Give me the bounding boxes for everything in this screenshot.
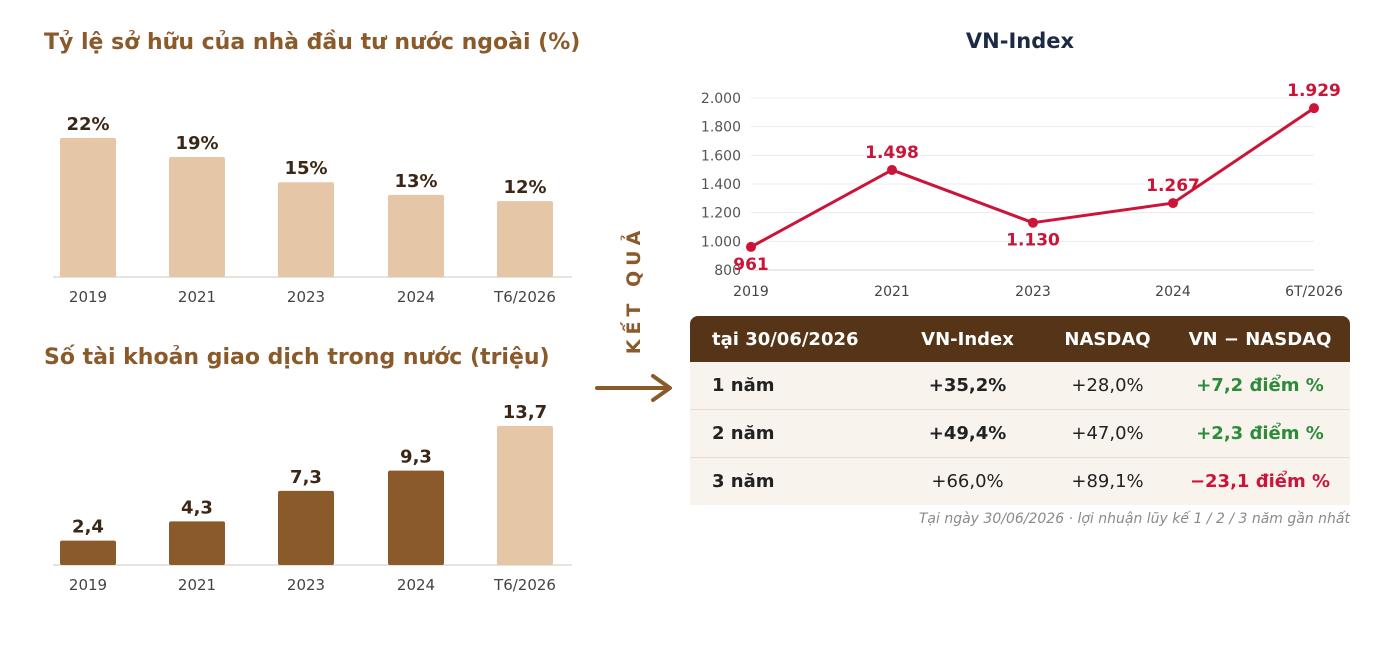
x-tick-label: 2024: [397, 288, 435, 306]
returns-comparison-table: tại 30/06/2026 VN-Index NASDAQ VN − NASD…: [690, 316, 1350, 505]
bar-value-label: 22%: [66, 114, 109, 135]
row-vn-return: +66,0%: [890, 457, 1045, 505]
y-tick-label: 1.000: [701, 234, 741, 250]
x-tick-label: 2023: [287, 576, 325, 594]
table-row: 1 năm +35,2% +28,0% +7,2 điểm %: [690, 362, 1350, 410]
domestic-accounts-chart: 2,4 2019 4,3 2021 7,3 2023 9,3 2024 13,7 T6/2026: [53, 402, 572, 594]
vn-index-line-chart: 800 1.000 1.200 1.400 1.600 1.800 2.000 2019 202…: [701, 81, 1343, 300]
y-tick-label: 1.800: [701, 120, 741, 136]
bar-2024: [388, 470, 444, 565]
x-tick-label: T6/2026: [493, 288, 556, 306]
vn-index-title: VN-Index: [965, 29, 1075, 53]
y-tick-label: 1.200: [701, 206, 741, 222]
header-vn-index: VN-Index: [890, 316, 1045, 362]
row-vn-return: +35,2%: [890, 362, 1045, 410]
table-footnote: Tại ngày 30/06/2026 · lợi nhuận lũy kế 1…: [918, 511, 1350, 527]
data-value-label: 1.498: [865, 143, 919, 163]
row-period: 1 năm: [690, 362, 890, 410]
row-difference: +7,2 điểm %: [1170, 362, 1350, 410]
data-value-label: 1.929: [1287, 81, 1341, 101]
result-side-label: KẾT QUẢ: [623, 225, 645, 355]
foreign-ownership-chart: 22% 2019 19% 2021 15% 2023 13% 2024 12% T6/2026: [53, 114, 572, 306]
x-tick-label: T6/2026: [493, 576, 556, 594]
row-period: 2 năm: [690, 409, 890, 458]
row-nasdaq-return: +47,0%: [1045, 409, 1170, 458]
header-nasdaq: NASDAQ: [1045, 316, 1170, 362]
bar-value-label: 13%: [394, 171, 437, 192]
x-tick-label: 2019: [69, 288, 107, 306]
bar-T6-2026: [497, 201, 553, 277]
data-point: [746, 241, 756, 252]
y-tick-label: 1.600: [701, 148, 741, 164]
bar-value-label: 9,3: [400, 447, 432, 468]
bar-value-label: 2,4: [72, 517, 104, 538]
bar-2023: [278, 182, 334, 277]
data-point: [1309, 103, 1319, 114]
x-tick-label: 2019: [733, 284, 769, 300]
data-value-label: 1.130: [1006, 231, 1060, 251]
data-point: [887, 164, 897, 175]
bar-value-label: 12%: [503, 177, 546, 198]
data-point: [1168, 198, 1178, 209]
foreign-ownership-title: Tỷ lệ sở hữu của nhà đầu tư nước ngoài (…: [44, 30, 581, 55]
bar-value-label: 13,7: [503, 402, 547, 423]
bar-value-label: 7,3: [290, 467, 322, 488]
x-tick-label: 2021: [874, 284, 910, 300]
y-tick-label: 800: [714, 263, 741, 279]
bar-value-label: 19%: [175, 133, 218, 154]
bar-value-label: 15%: [284, 158, 327, 179]
x-tick-label: 2021: [178, 576, 216, 594]
table-row: 2 năm +49,4% +47,0% +2,3 điểm %: [690, 409, 1350, 458]
bar-2024: [388, 194, 444, 277]
bar-2021: [169, 521, 225, 565]
y-tick-label: 1.400: [701, 177, 741, 193]
bar-2019: [60, 138, 116, 277]
row-period: 3 năm: [690, 457, 890, 505]
data-point: [1028, 217, 1038, 228]
row-vn-return: +49,4%: [890, 409, 1045, 458]
row-nasdaq-return: +28,0%: [1045, 362, 1170, 410]
header-period: tại 30/06/2026: [690, 316, 890, 362]
x-tick-label: 6T/2026: [1285, 284, 1343, 300]
data-value-label: 961: [733, 255, 769, 275]
table-header-row: tại 30/06/2026 VN-Index NASDAQ VN − NASD…: [690, 316, 1350, 362]
bar-T6-2026: [497, 426, 553, 565]
bar-2021: [169, 156, 225, 277]
row-difference: +2,3 điểm %: [1170, 409, 1350, 458]
x-tick-label: 2021: [178, 288, 216, 306]
x-tick-label: 2023: [287, 288, 325, 306]
x-tick-label: 2024: [397, 576, 435, 594]
bar-value-label: 4,3: [181, 497, 213, 518]
data-value-label: 1.267: [1146, 176, 1200, 196]
row-difference: −23,1 điểm %: [1170, 457, 1350, 505]
x-tick-label: 2019: [69, 576, 107, 594]
x-tick-label: 2023: [1015, 284, 1051, 300]
table-row: 3 năm +66,0% +89,1% −23,1 điểm %: [690, 457, 1350, 505]
row-nasdaq-return: +89,1%: [1045, 457, 1170, 505]
arrow-right-icon: [595, 374, 672, 402]
header-difference: VN − NASDAQ: [1170, 316, 1350, 362]
domestic-accounts-title: Số tài khoản giao dịch trong nước (triệu…: [44, 345, 550, 370]
bar-2023: [278, 490, 334, 565]
y-tick-label: 2.000: [701, 91, 741, 107]
x-tick-label: 2024: [1155, 284, 1191, 300]
bar-2019: [60, 540, 116, 565]
